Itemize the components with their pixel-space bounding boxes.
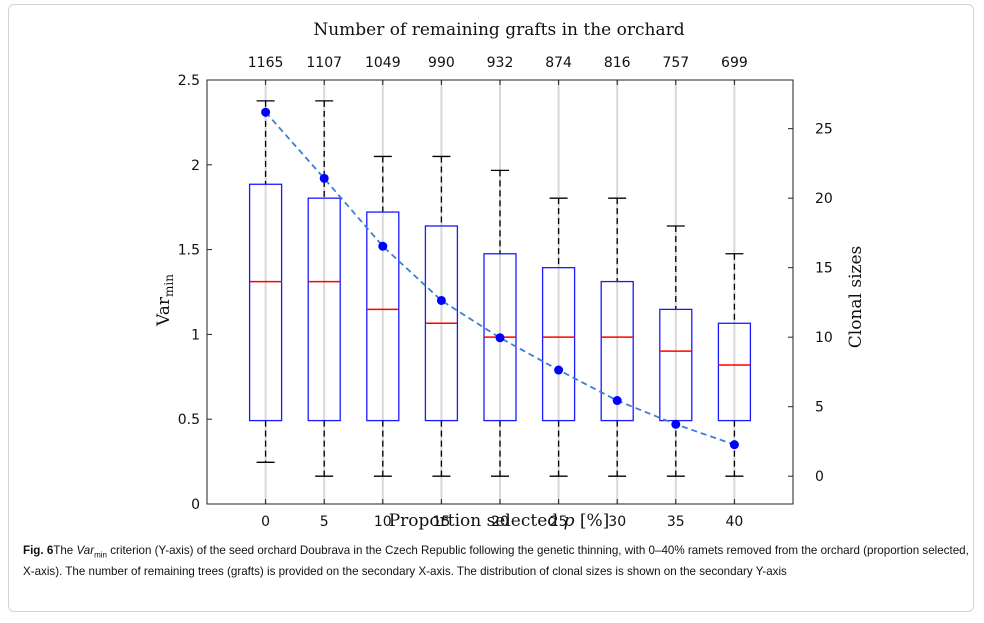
top-tick-label-4: 932 <box>487 55 514 71</box>
box-8 <box>717 253 752 477</box>
top-tick-label-1: 1107 <box>306 55 342 71</box>
box-body-2 <box>366 211 400 422</box>
box-layer <box>248 100 752 477</box>
y-left-tick-label-5: 2.5 <box>178 73 200 89</box>
caption-var-sub: min <box>94 550 107 560</box>
top-tick-label-2: 1049 <box>365 55 401 71</box>
y-left-tick-label-4: 2 <box>191 158 200 174</box>
varmin-point-8 <box>729 440 739 450</box>
top-tick-label-7: 757 <box>662 55 689 71</box>
axes-layer: 0116551107101049159902093225874308163575… <box>178 55 833 530</box>
box-6 <box>600 197 634 477</box>
y-left-tick-label-3: 1.5 <box>178 243 200 259</box>
box-body-0 <box>248 183 283 422</box>
box-3 <box>424 155 459 477</box>
grid-layer <box>264 80 736 504</box>
box-body-5 <box>541 267 576 422</box>
caption-var: Var <box>76 544 95 557</box>
x-tick-label-1: 5 <box>320 514 329 530</box>
x-tick-label-6: 30 <box>608 514 626 530</box>
varmin-point-6 <box>612 396 622 406</box>
y-left-tick-label-2: 1 <box>191 327 200 343</box>
y-right-tick-label-5: 25 <box>815 122 833 138</box>
y-left-tick-label-1: 0.5 <box>178 412 200 428</box>
y-right-tick-label-2: 10 <box>815 330 833 346</box>
x-tick-label-2: 10 <box>374 514 392 530</box>
box-body-8 <box>717 322 752 422</box>
label-layer: Number of remaining grafts in the orchar… <box>154 20 866 531</box>
figure-frame: 0 1165 5 1107 10 1049 15 990 20 932 25 874 30 816 35 75… <box>8 4 974 612</box>
top-tick-label-0: 1165 <box>248 55 284 71</box>
x-tick-label-5: 25 <box>550 514 568 530</box>
varmin-point-7 <box>671 419 681 429</box>
varmin-point-3 <box>436 295 446 305</box>
x-axis-title: Proportion selected p [%] <box>389 511 610 531</box>
top-axis-title: Number of remaining grafts in the orchar… <box>313 20 684 40</box>
y-right-tick-label-3: 15 <box>815 261 833 277</box>
x-tick-label-8: 40 <box>725 514 743 530</box>
x-tick-label-3: 15 <box>432 514 450 530</box>
caption-text-1: The <box>53 544 77 557</box>
x-axis-title-main: Proportion selected <box>389 511 564 531</box>
box-body-6 <box>600 280 634 422</box>
y-axis-title-main: Var <box>154 296 174 327</box>
box-5 <box>541 197 576 477</box>
y-axis-title-left: Varmin <box>154 274 176 327</box>
box-4 <box>483 169 517 477</box>
x-tick-label-7: 35 <box>667 514 685 530</box>
box-2 <box>366 155 400 477</box>
y-left-tick-label-0: 0 <box>191 497 200 513</box>
y-right-tick-label-0: 0 <box>815 469 824 485</box>
y-axis-title-sub: min <box>162 274 176 297</box>
x-axis-title-var: p <box>564 511 575 531</box>
varmin-point-1 <box>319 173 329 183</box>
caption-text-2: criterion (Y-axis) of the seed orchard D… <box>23 544 969 579</box>
box-plot-chart: 0116551107101049159902093225874308163575… <box>154 20 866 531</box>
x-tick-label-4: 20 <box>491 514 509 530</box>
y-right-tick-label-1: 5 <box>815 400 824 416</box>
top-tick-label-3: 990 <box>428 55 455 71</box>
y-right-tick-label-4: 20 <box>815 191 833 207</box>
x-tick-label-0: 0 <box>261 514 270 530</box>
y-axis-title-right: Clonal sizes <box>846 246 866 349</box>
varmin-dashed-line <box>264 111 735 446</box>
varmin-point-4 <box>495 333 505 343</box>
top-tick-label-8: 699 <box>721 55 748 71</box>
varmin-point-2 <box>378 241 388 251</box>
top-tick-label-6: 816 <box>604 55 631 71</box>
top-tick-label-5: 874 <box>545 55 572 71</box>
varmin-point-0 <box>261 107 271 117</box>
x-axis-title-unit: [%] <box>574 511 609 531</box>
figure-caption: Fig. 6The Varmin criterion (Y-axis) of t… <box>23 542 973 580</box>
caption-label: Fig. 6 <box>23 544 54 557</box>
varmin-series-layer <box>261 107 739 450</box>
box-body-1 <box>307 197 341 422</box>
varmin-point-5 <box>554 365 564 375</box>
